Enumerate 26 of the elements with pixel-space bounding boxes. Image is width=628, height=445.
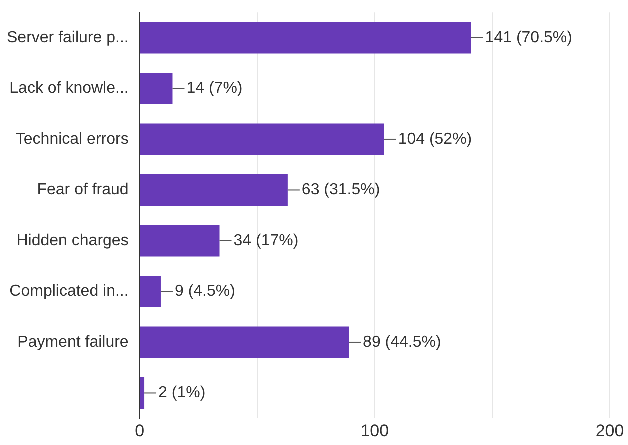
data-label: 104 (52%) [398,130,472,148]
data-label: 14 (7%) [186,80,243,98]
y-tick-label: Payment failure [18,334,129,351]
y-tick-label: Technical errors [16,130,129,148]
bar [140,72,173,104]
data-label: 63 (31.5%) [302,182,380,199]
bar [140,326,350,358]
bar [140,276,161,308]
x-tick-label: 200 [596,421,624,440]
data-label: 9 (4.5%) [174,283,236,300]
x-tick-label: 100 [360,421,390,440]
bar [140,174,288,206]
bar [140,225,220,257]
y-tick-label: Server failure p... [7,29,129,46]
data-label: 89 (44.5%) [363,334,442,351]
data-label: 141 (70.5%) [485,29,572,46]
y-tick-label: Lack of knowle... [10,80,129,98]
data-label: 2 (1%) [158,384,206,402]
y-tick-label: Hidden charges [16,232,129,250]
data-label: 34 (17%) [234,232,299,250]
x-tick-label: 0 [135,421,145,440]
y-tick-label: Complicated in... [10,283,129,300]
bar [140,377,145,409]
bar [140,22,472,54]
bar [140,124,384,156]
y-tick-label: Fear of fraud [37,182,129,199]
